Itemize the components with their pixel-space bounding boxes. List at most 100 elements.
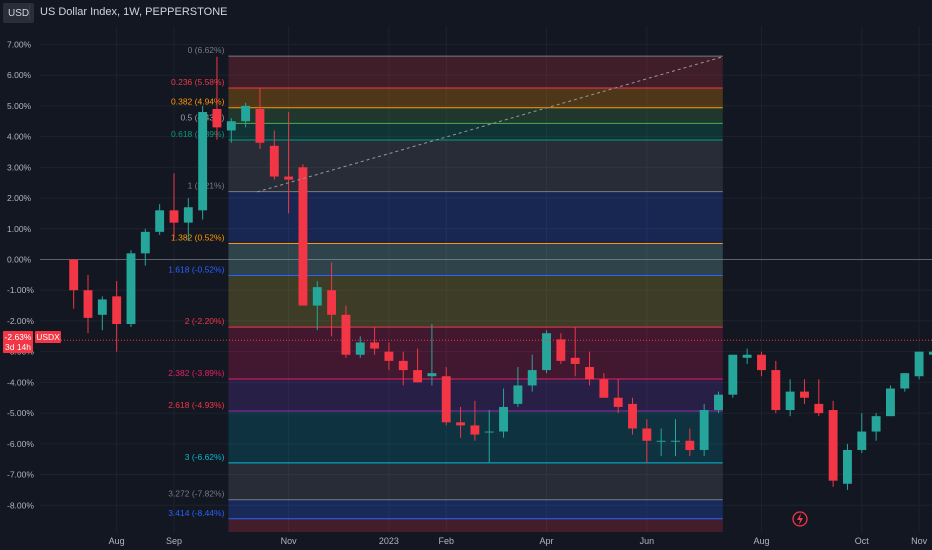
candle (671, 419, 680, 457)
candle-body (198, 112, 208, 211)
candle (599, 373, 609, 398)
candle-body (828, 410, 838, 481)
candle-body (183, 207, 193, 223)
candle (126, 250, 136, 328)
candle (843, 443, 852, 490)
fib-level-label: 3.272 (-7.82%) (168, 489, 224, 499)
candle (198, 105, 208, 220)
fib-zone (228, 88, 723, 108)
candle-body (112, 296, 122, 325)
y-tick-label: -8.00% (7, 500, 34, 510)
candle (155, 204, 165, 235)
candle (542, 330, 551, 374)
candle (370, 327, 380, 355)
candle (800, 379, 809, 404)
y-tick-label: -2.00% (7, 316, 34, 326)
y-tick-label: -6.00% (7, 439, 34, 449)
candle (628, 397, 637, 435)
lightning-icon[interactable] (792, 511, 808, 527)
candle-body (771, 370, 781, 411)
fib-zone (228, 379, 723, 411)
candle (212, 56, 222, 140)
candle-body (556, 339, 566, 361)
fib-level-label: 2.382 (-3.89%) (168, 368, 224, 378)
candle (513, 367, 523, 407)
candle-body (843, 449, 852, 484)
y-tick-label: -4.00% (7, 377, 34, 387)
last-price-tag: -2.63% 3d 14h USDX (3, 331, 61, 353)
y-tick-label: 2.00% (7, 193, 32, 203)
last-price-countdown: 3d 14h (5, 342, 31, 352)
candle-body (886, 388, 895, 417)
candle-body (599, 379, 609, 398)
candle-body (814, 403, 824, 414)
candle-body (427, 373, 437, 377)
candle (140, 228, 150, 266)
candle-body (341, 314, 351, 355)
candle-body (914, 351, 924, 377)
candle-body (871, 416, 881, 432)
fib-zone (228, 107, 723, 124)
candle (857, 413, 867, 454)
y-tick-label: 7.00% (7, 39, 32, 49)
candle (656, 428, 666, 457)
candle-body (398, 360, 408, 371)
candle-body (269, 145, 279, 177)
header-divider (29, 5, 30, 19)
y-tick-label: -5.00% (7, 408, 34, 418)
candle-body (527, 370, 537, 386)
symbol-tag-label: USDX (36, 332, 60, 342)
y-axis: 7.00% 6.00% 5.00% 4.00% 3.00% 2.00% 1.00% 0.00%… (0, 0, 40, 532)
candle (556, 333, 566, 364)
candle-body (742, 354, 752, 358)
candle (355, 336, 365, 358)
candle (785, 379, 795, 417)
candle-body (513, 385, 523, 404)
candle-body (470, 425, 480, 435)
fib-zone (228, 518, 723, 532)
candle-body (126, 253, 136, 325)
candle-body (484, 431, 494, 433)
fib-zone (228, 191, 723, 244)
candle (83, 274, 93, 334)
chart-title: US Dollar Index, 1W, PEPPERSTONE (40, 6, 228, 18)
candle-body (671, 440, 680, 442)
candle (441, 367, 451, 426)
candle (613, 379, 623, 414)
candle-body (140, 231, 150, 254)
candle (728, 354, 738, 398)
candle-body (928, 351, 932, 355)
candle-body (728, 354, 738, 395)
candle-body (69, 259, 79, 291)
candle (183, 198, 193, 242)
candle (527, 354, 537, 392)
fib-level-label: 0.382 (4.94%) (171, 97, 225, 107)
candle-body (212, 108, 222, 128)
fib-zone (228, 499, 723, 519)
fib-level-label: 0.618 (3.89%) (171, 129, 225, 139)
candle (742, 348, 752, 364)
fib-level-label: 0.236 (5.58%) (171, 77, 225, 87)
candle-body (241, 105, 251, 122)
x-tick-label: Aug (753, 536, 769, 546)
candle (484, 410, 494, 463)
candle-body (255, 108, 265, 143)
fib-level-label: 3.414 (-8.44%) (168, 508, 224, 518)
candle-body (169, 210, 179, 223)
candle-body (226, 121, 236, 131)
y-tick-label: 5.00% (7, 101, 32, 111)
candle-body (384, 351, 394, 361)
candle (757, 351, 766, 377)
symbol-badge[interactable]: USD (3, 3, 35, 23)
candle (341, 305, 351, 358)
candle-body (685, 440, 695, 450)
candle (456, 406, 466, 438)
candle (771, 360, 781, 414)
y-tick-label: -7.00% (7, 470, 34, 480)
candle-body (83, 290, 93, 318)
candle (685, 428, 695, 457)
fib-zone (228, 139, 723, 192)
trend-line (256, 56, 723, 193)
candle (470, 400, 480, 441)
